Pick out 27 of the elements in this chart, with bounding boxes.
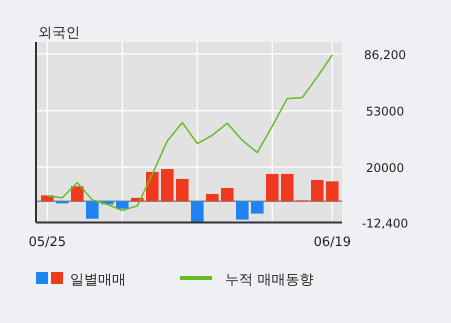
line-series xyxy=(46,54,334,212)
bar xyxy=(251,201,264,214)
y-tick-label: -12,400 xyxy=(362,216,408,230)
bar xyxy=(326,181,339,202)
bar xyxy=(311,180,324,202)
bar xyxy=(146,172,159,202)
y-tick-label: 86,200 xyxy=(364,48,406,62)
chart-title: 외국인 xyxy=(38,25,80,41)
bar xyxy=(176,178,189,202)
bar xyxy=(236,201,249,220)
bar xyxy=(266,174,279,202)
y-tick-label: 53000 xyxy=(366,104,404,119)
bar xyxy=(206,194,219,202)
x-tick-label: 06/19 xyxy=(314,235,352,250)
bar xyxy=(116,201,129,209)
x-tick-label: 05/25 xyxy=(28,235,66,250)
legend-label: 일별매매 xyxy=(70,272,126,288)
bar xyxy=(281,174,294,202)
legend-item: 누적 매매동향 xyxy=(180,272,314,288)
legend-item: 일별매매 xyxy=(36,272,126,288)
bar xyxy=(191,201,204,222)
bar xyxy=(161,169,174,202)
y-tick-label: 20000 xyxy=(366,161,404,176)
bar xyxy=(71,186,84,202)
bar xyxy=(86,201,99,219)
bar xyxy=(221,188,234,202)
legend-label: 누적 매매동향 xyxy=(225,272,314,288)
